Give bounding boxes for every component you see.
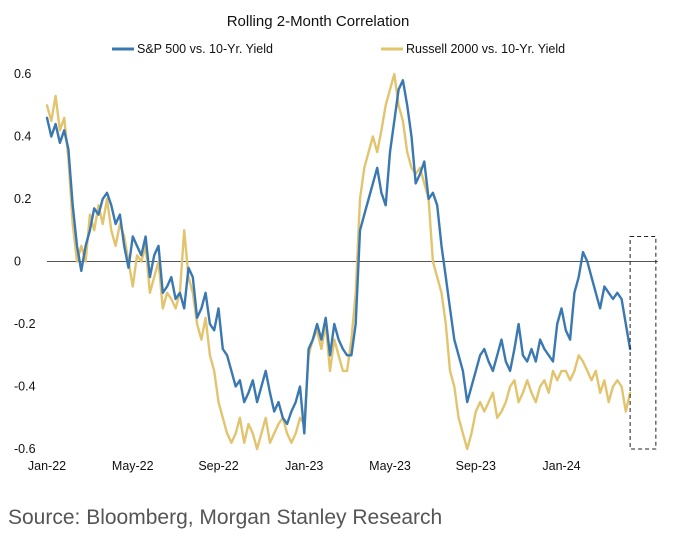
x-tick-label: Sep-23	[456, 459, 496, 473]
x-tick-label: Jan-23	[285, 459, 323, 473]
legend-label: S&P 500 vs. 10-Yr. Yield	[137, 42, 273, 56]
y-tick-label: -0.4	[14, 380, 36, 394]
y-tick-label: -0.2	[14, 317, 36, 331]
y-axis: 0.6 0.4 0.2 0 -0.2 -0.4 -0.6	[14, 67, 36, 456]
x-tick-label: Sep-22	[198, 459, 238, 473]
x-tick-label: Jan-22	[28, 459, 66, 473]
y-tick-label: 0	[14, 255, 21, 269]
x-axis: Jan-22 May-22 Sep-22 Jan-23 May-23 Sep-23 Jan-…	[28, 459, 581, 473]
source-note: Source: Bloomberg, Morgan Stanley Resear…	[8, 506, 443, 529]
x-tick-label: Jan-24	[542, 459, 580, 473]
legend-label: Russell 2000 vs. 10-Yr. Yield	[406, 42, 565, 56]
chart: Rolling 2-Month Correlation S&P 500 vs. …	[14, 13, 658, 473]
y-tick-label: 0.4	[14, 130, 31, 144]
y-tick-label: 0.6	[14, 67, 31, 81]
series-line-1	[45, 72, 632, 451]
highlight-box	[629, 236, 657, 450]
series-group	[45, 72, 632, 451]
legend: S&P 500 vs. 10-Yr. Yield Russell 2000 vs.…	[112, 42, 565, 56]
chart-title: Rolling 2-Month Correlation	[227, 13, 410, 30]
y-tick-label: -0.6	[14, 442, 36, 456]
y-tick-label: 0.2	[14, 192, 31, 206]
series-line-0	[45, 79, 632, 435]
x-tick-label: May-23	[369, 459, 411, 473]
x-tick-label: May-22	[112, 459, 154, 473]
